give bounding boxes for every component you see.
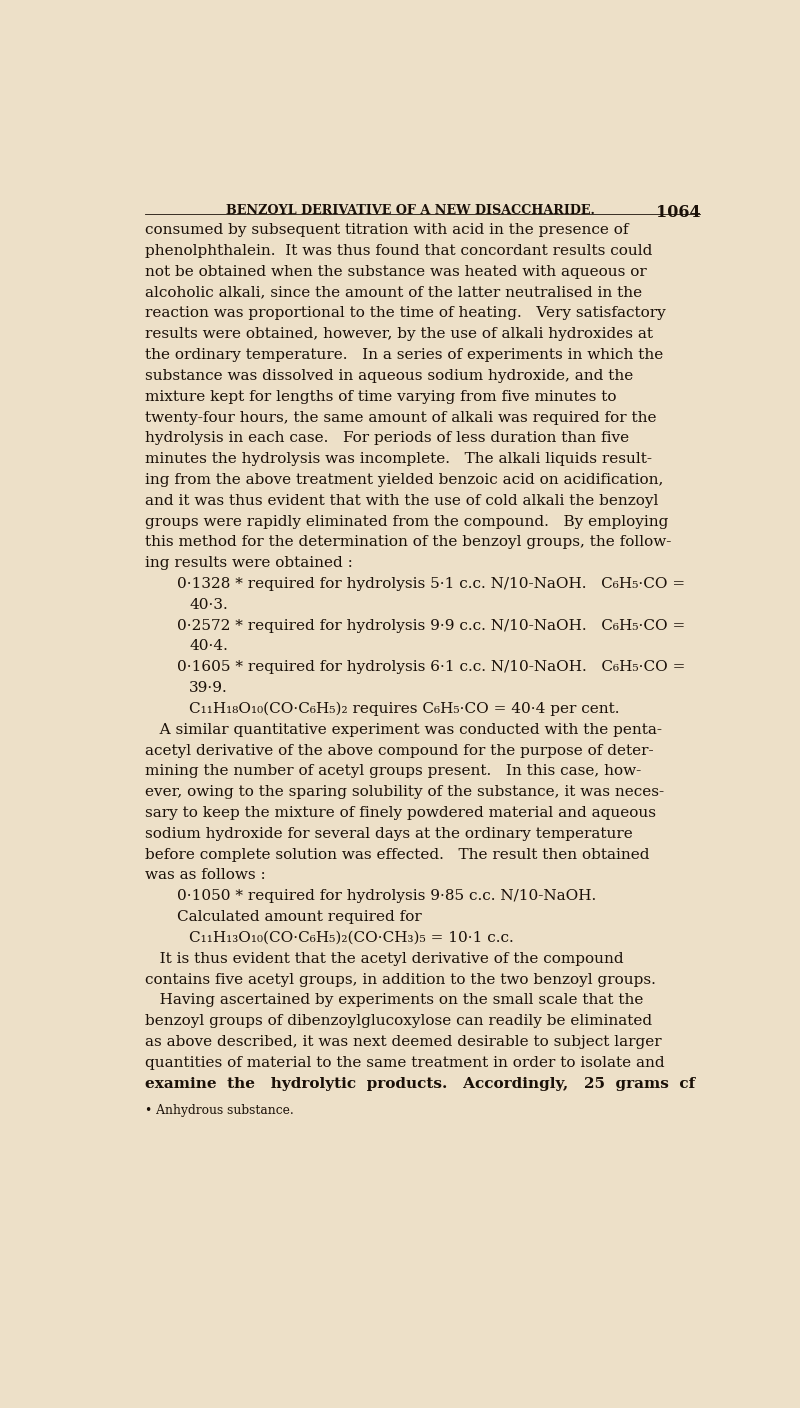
Text: BENZOYL DERIVATIVE OF A NEW DISACCHARIDE.: BENZOYL DERIVATIVE OF A NEW DISACCHARIDE… [226, 204, 594, 217]
Text: 0·1050 * required for hydrolysis 9·85 c.c. N/10-NaOH.: 0·1050 * required for hydrolysis 9·85 c.… [177, 890, 596, 904]
Text: as above described, it was next deemed desirable to subject larger: as above described, it was next deemed d… [145, 1035, 662, 1049]
Text: • Anhydrous substance.: • Anhydrous substance. [145, 1104, 294, 1117]
Text: sary to keep the mixture of finely powdered material and aqueous: sary to keep the mixture of finely powde… [145, 805, 656, 819]
Text: mixture kept for lengths of time varying from five minutes to: mixture kept for lengths of time varying… [145, 390, 616, 404]
Text: benzoyl groups of dibenzoylglucoxylose can readily be eliminated: benzoyl groups of dibenzoylglucoxylose c… [145, 1014, 652, 1028]
Text: this method for the determination of the benzoyl groups, the follow-: this method for the determination of the… [145, 535, 671, 549]
Text: alcoholic alkali, since the amount of the latter neutralised in the: alcoholic alkali, since the amount of th… [145, 286, 642, 300]
Text: was as follows :: was as follows : [145, 869, 266, 883]
Text: ever, owing to the sparing solubility of the substance, it was neces-: ever, owing to the sparing solubility of… [145, 786, 664, 800]
Text: not be obtained when the substance was heated with aqueous or: not be obtained when the substance was h… [145, 265, 646, 279]
Text: 0·2572 * required for hydrolysis 9·9 c.c. N/10-NaOH.   C₆H₅·CO =: 0·2572 * required for hydrolysis 9·9 c.c… [177, 618, 685, 632]
Text: acetyl derivative of the above compound for the purpose of deter-: acetyl derivative of the above compound … [145, 743, 654, 758]
Text: 39·9.: 39·9. [190, 681, 228, 696]
Text: C₁₁H₁₈O₁₀(CO·C₆H₅)₂ requires C₆H₅·CO = 40·4 per cent.: C₁₁H₁₈O₁₀(CO·C₆H₅)₂ requires C₆H₅·CO = 4… [190, 703, 620, 717]
Text: reaction was proportional to the time of heating.   Very satisfactory: reaction was proportional to the time of… [145, 307, 666, 321]
Text: It is thus evident that the acetyl derivative of the compound: It is thus evident that the acetyl deriv… [145, 952, 623, 966]
Text: quantities of material to the same treatment in order to isolate and: quantities of material to the same treat… [145, 1056, 664, 1070]
Text: contains five acetyl groups, in addition to the two benzoyl groups.: contains five acetyl groups, in addition… [145, 973, 655, 987]
Text: examine  the   hydrolytic  products.   Accordingly,   25  grams  cf: examine the hydrolytic products. Accordi… [145, 1077, 695, 1091]
Text: and it was thus evident that with the use of cold alkali the benzoyl: and it was thus evident that with the us… [145, 494, 658, 508]
Text: Having ascertained by experiments on the small scale that the: Having ascertained by experiments on the… [145, 994, 643, 1007]
Text: minutes the hydrolysis was incomplete.   The alkali liquids result-: minutes the hydrolysis was incomplete. T… [145, 452, 652, 466]
Text: substance was dissolved in aqueous sodium hydroxide, and the: substance was dissolved in aqueous sodiu… [145, 369, 633, 383]
Text: twenty-four hours, the same amount of alkali was required for the: twenty-four hours, the same amount of al… [145, 411, 656, 424]
Text: mining the number of acetyl groups present.   In this case, how-: mining the number of acetyl groups prese… [145, 765, 641, 779]
Text: groups were rapidly eliminated from the compound.   By employing: groups were rapidly eliminated from the … [145, 514, 668, 528]
Text: results were obtained, however, by the use of alkali hydroxides at: results were obtained, however, by the u… [145, 327, 653, 341]
Text: C₁₁H₁₃O₁₀(CO·C₆H₅)₂(CO·CH₃)₅ = 10·1 c.c.: C₁₁H₁₃O₁₀(CO·C₆H₅)₂(CO·CH₃)₅ = 10·1 c.c. [190, 931, 514, 945]
Text: consumed by subsequent titration with acid in the presence of: consumed by subsequent titration with ac… [145, 224, 628, 237]
Text: sodium hydroxide for several days at the ordinary temperature: sodium hydroxide for several days at the… [145, 826, 632, 841]
Text: 0·1605 * required for hydrolysis 6·1 c.c. N/10-NaOH.   C₆H₅·CO =: 0·1605 * required for hydrolysis 6·1 c.c… [177, 660, 686, 674]
Text: the ordinary temperature.   In a series of experiments in which the: the ordinary temperature. In a series of… [145, 348, 663, 362]
Text: A similar quantitative experiment was conducted with the penta-: A similar quantitative experiment was co… [145, 722, 662, 736]
Text: ing results were obtained :: ing results were obtained : [145, 556, 353, 570]
Text: phenolphthalein.  It was thus found that concordant results could: phenolphthalein. It was thus found that … [145, 244, 652, 258]
Text: hydrolysis in each case.   For periods of less duration than five: hydrolysis in each case. For periods of … [145, 431, 629, 445]
Text: 1064: 1064 [655, 204, 700, 221]
Text: 40·3.: 40·3. [190, 598, 228, 612]
Text: before complete solution was effected.   The result then obtained: before complete solution was effected. T… [145, 848, 649, 862]
Text: Calculated amount required for: Calculated amount required for [177, 910, 422, 924]
Text: 40·4.: 40·4. [190, 639, 228, 653]
Text: ing from the above treatment yielded benzoic acid on acidification,: ing from the above treatment yielded ben… [145, 473, 663, 487]
Text: 0·1328 * required for hydrolysis 5·1 c.c. N/10-NaOH.   C₆H₅·CO =: 0·1328 * required for hydrolysis 5·1 c.c… [177, 577, 685, 591]
